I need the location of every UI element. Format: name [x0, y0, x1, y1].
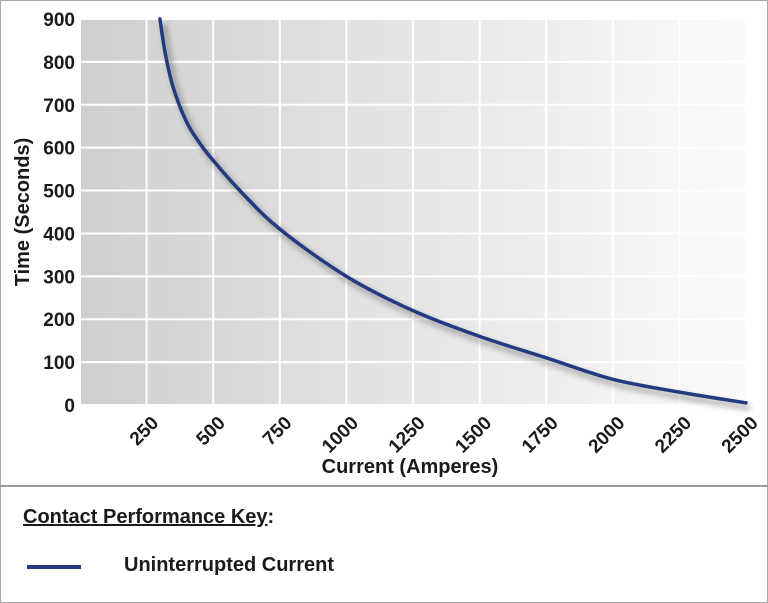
y-tick-label: 0: [64, 396, 75, 417]
y-tick-label: 900: [43, 10, 75, 31]
y-tick-label: 500: [43, 182, 75, 203]
y-axis-tick-labels: 0 100 200 300 400 500 600 700 800 900: [43, 10, 75, 417]
legend-title: Contact Performance Key:: [23, 506, 274, 529]
x-tick-label: 1000: [318, 413, 363, 458]
x-tick-label: 1750: [518, 413, 563, 458]
x-tick-label: 250: [126, 413, 163, 450]
x-tick-label: 1500: [451, 413, 496, 458]
legend-swatch-uninterrupted-current: [27, 565, 81, 569]
y-tick-label: 800: [43, 53, 75, 74]
legend-label-uninterrupted-current: Uninterrupted Current: [124, 554, 334, 576]
y-tick-label: 700: [43, 96, 75, 117]
y-axis-title: Time (Seconds): [12, 138, 34, 287]
x-tick-label: 2000: [585, 413, 630, 458]
time-current-chart: 0 100 200 300 400 500 600 700 800 900 250 500 750 10…: [12, 10, 763, 478]
legend-title-colon: :: [267, 506, 275, 528]
x-axis-title: Current (Amperes): [322, 456, 499, 478]
x-tick-label: 500: [193, 413, 230, 450]
x-tick-label: 1250: [385, 413, 430, 458]
y-tick-label: 300: [43, 267, 75, 288]
legend-title-text: Contact Performance Key: [23, 506, 268, 528]
y-tick-label: 600: [43, 139, 75, 160]
x-axis-tick-labels: 250 500 750 1000 1250 1500 1750 2000 2250 2500: [126, 413, 763, 458]
y-tick-label: 200: [43, 310, 75, 331]
x-tick-label: 2500: [718, 413, 763, 458]
x-tick-label: 750: [259, 413, 296, 450]
series-line-uninterrupted-current: [158, 17, 748, 405]
x-tick-label: 2250: [651, 413, 696, 458]
y-tick-label: 100: [43, 353, 75, 374]
legend-divider: [0, 485, 768, 487]
y-tick-label: 400: [43, 224, 75, 245]
grid-lines: [79, 18, 747, 406]
